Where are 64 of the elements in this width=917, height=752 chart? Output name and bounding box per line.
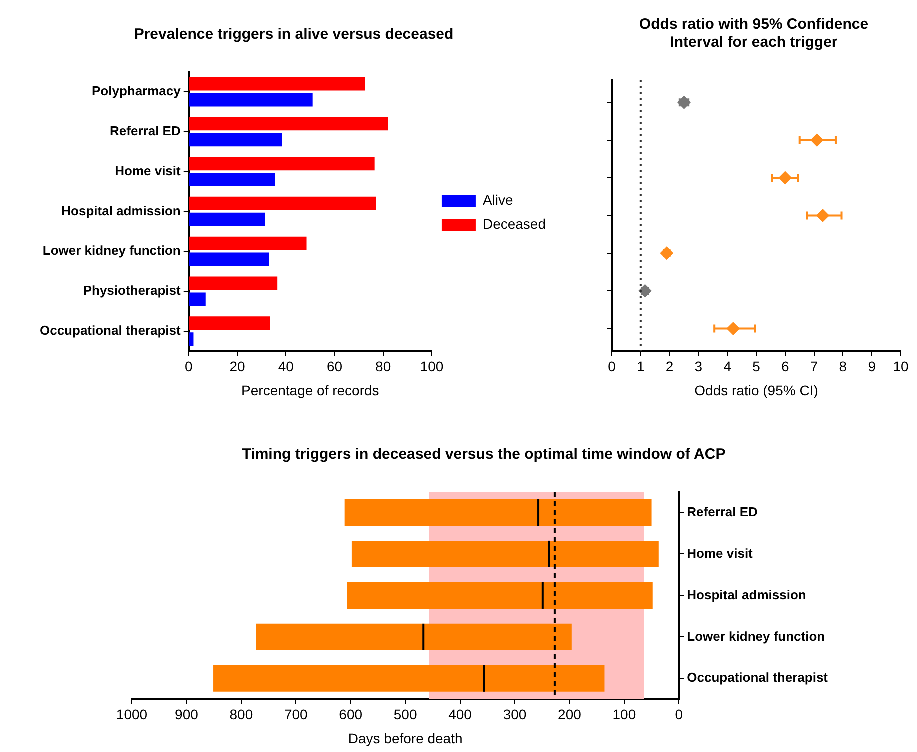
bar — [189, 252, 270, 266]
bar — [189, 292, 206, 306]
x-tick-label: 400 — [448, 706, 472, 723]
bar — [189, 196, 376, 211]
x-tick-label: 100 — [612, 706, 636, 723]
x-tick-label: 200 — [558, 706, 582, 723]
y-tick-label: Lower kidney function — [42, 243, 181, 258]
bar — [189, 93, 313, 107]
x-tick-label: 500 — [394, 706, 418, 723]
x-tick-label: 7 — [810, 358, 818, 375]
bar — [189, 157, 375, 171]
x-axis-title: Days before death — [348, 730, 463, 746]
bar — [189, 117, 388, 131]
bar — [189, 316, 270, 330]
legend-label: Alive — [482, 192, 514, 208]
x-tick-label: 600 — [339, 706, 363, 723]
chart-title: Prevalence triggers in alive versus deceased — [134, 26, 454, 44]
bar — [189, 172, 276, 187]
x-tick-label: 80 — [376, 358, 392, 375]
x-tick-label: 0 — [608, 358, 616, 375]
x-tick-label: 0 — [675, 706, 684, 723]
bar — [189, 332, 194, 346]
y-tick-label: Home visit — [687, 546, 754, 561]
x-tick-label: 9 — [868, 358, 876, 375]
y-tick-label: Lower kidney function — [687, 628, 826, 644]
x-axis-title: Percentage of records — [242, 382, 380, 398]
y-tick-label: Referral ED — [110, 123, 181, 138]
y-tick-label: Home visit — [115, 163, 182, 178]
x-tick-label: 900 — [175, 706, 199, 723]
x-axis-title: Odds ratio (95% CI) — [694, 382, 818, 398]
x-tick-label: 1 — [637, 358, 645, 375]
x-tick-label: 60 — [326, 358, 343, 375]
bar — [189, 77, 366, 91]
y-tick-label: Physiotherapist — [83, 283, 182, 298]
x-tick-label: 8 — [839, 358, 848, 375]
chart-title: Timing triggers in deceased versus the optimal time window of ACP — [242, 446, 726, 464]
x-tick-label: 300 — [503, 706, 527, 723]
y-tick-label: Hospital admission — [687, 587, 806, 602]
x-tick-label: 800 — [230, 706, 254, 723]
x-tick-label: 5 — [752, 358, 761, 375]
y-tick-label: Polypharmacy — [92, 84, 182, 99]
y-tick-label: Hospital admission — [62, 203, 181, 218]
bar — [189, 212, 266, 226]
x-tick-label: 20 — [230, 358, 246, 375]
point — [638, 284, 652, 298]
y-tick-label: Referral ED — [687, 504, 758, 520]
bar — [189, 133, 282, 147]
y-tick-label: Occupational therapist — [40, 323, 182, 338]
chart-title: Odds ratio with 95% Confidence Interval for each trigger — [639, 16, 869, 52]
point — [660, 246, 674, 260]
x-tick-label: 700 — [284, 706, 308, 723]
x-tick-label: 10 — [893, 358, 909, 375]
x-tick-label: 1000 — [116, 706, 148, 723]
legend-label: Deceased — [482, 216, 546, 232]
bar — [189, 276, 278, 290]
bar — [189, 236, 307, 250]
x-tick-label: 40 — [278, 358, 294, 375]
x-tick-label: 100 — [420, 358, 444, 375]
x-tick-label: 4 — [724, 358, 732, 375]
x-tick-label: 2 — [666, 358, 674, 375]
y-tick-label: Occupational therapist — [687, 670, 829, 686]
x-tick-label: 0 — [184, 358, 193, 375]
x-tick-label: 6 — [782, 358, 790, 375]
x-tick-label: 3 — [694, 358, 703, 375]
